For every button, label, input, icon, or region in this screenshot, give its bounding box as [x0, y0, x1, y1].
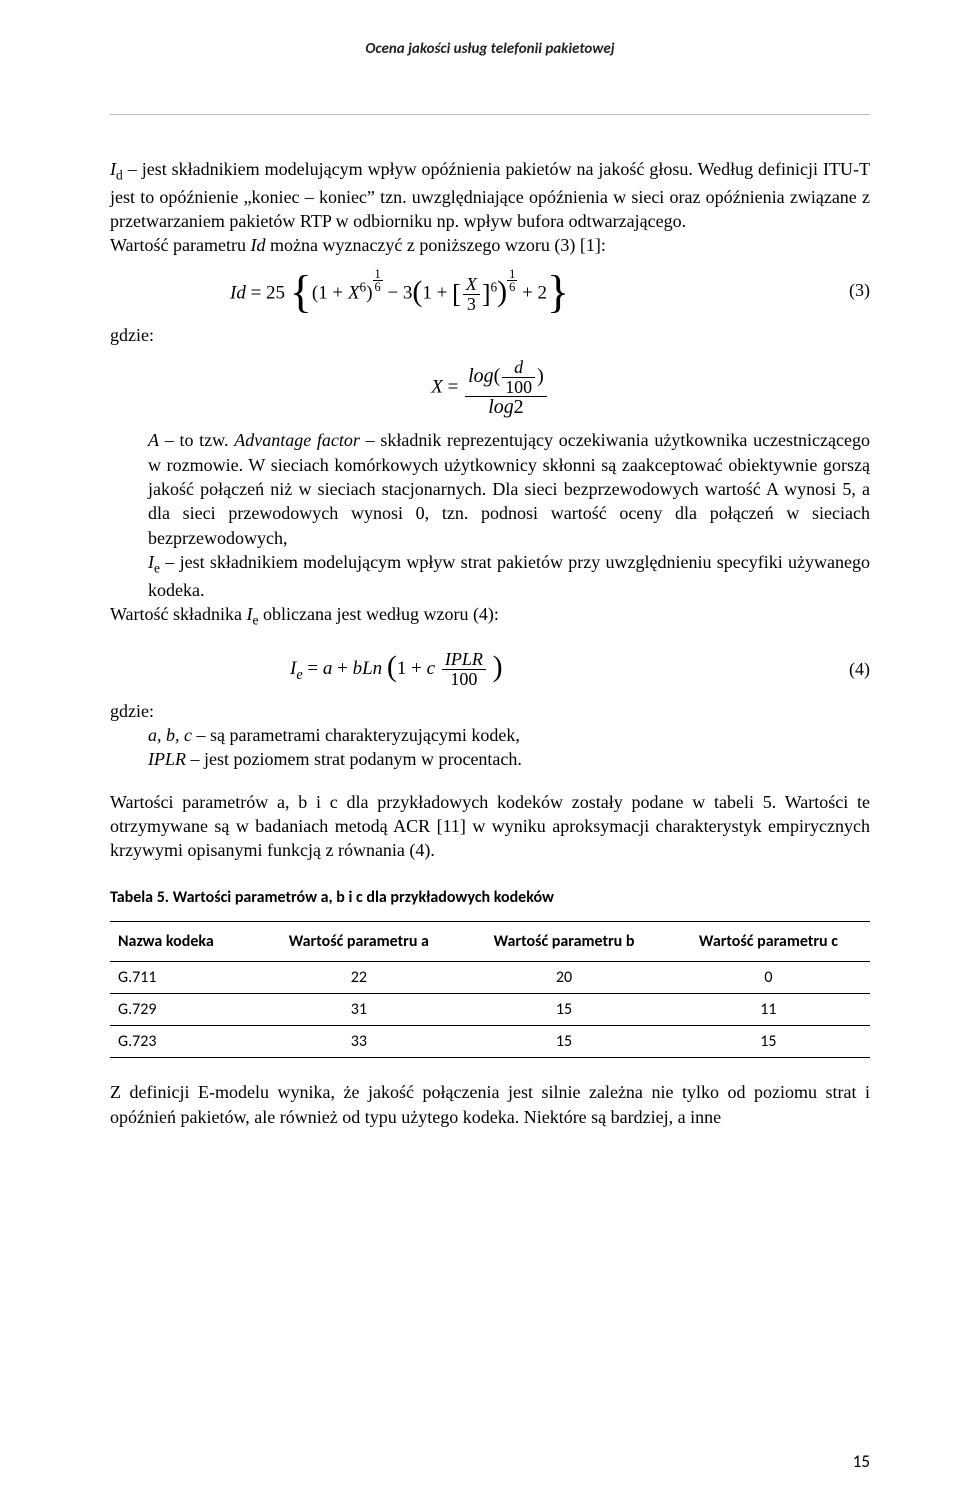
paragraph-table-intro: Wartości parametrów a, b i c dla przykła…	[110, 790, 870, 863]
table-row: G.723 33 15 15	[110, 1026, 870, 1058]
col-param-b: Wartość parametru b	[461, 922, 667, 962]
where-label-2: gdzie:	[110, 699, 870, 723]
paragraph-id-definition: Id – jest składnikiem modelującym wpływ …	[110, 157, 870, 233]
equation-3-number: (3)	[839, 280, 870, 301]
page-number: 15	[853, 1451, 870, 1472]
where-label-1: gdzie:	[110, 323, 870, 347]
codec-table: Nazwa kodeka Wartość parametru a Wartość…	[110, 921, 870, 1058]
table-row: G.729 31 15 11	[110, 994, 870, 1026]
paragraph-id-formula-intro: Wartość parametru Id można wyznaczyć z p…	[110, 233, 870, 257]
equation-3: Id = 25 {(1 + X6)16 − 3(1 + [X3]6)16 + 2…	[110, 268, 870, 314]
col-codec-name: Nazwa kodeka	[110, 922, 256, 962]
page: Ocena jakości usług telefonii pakietowej…	[0, 0, 960, 1500]
col-param-c: Wartość parametru c	[667, 922, 870, 962]
paragraph-ie-formula-intro: Wartość składnika Ie obliczana jest wedł…	[110, 602, 870, 630]
equation-4-number: (4)	[839, 659, 870, 680]
paragraph-conclusion: Z definicji E-modelu wynika, że jakość p…	[110, 1080, 870, 1129]
table-header-row: Nazwa kodeka Wartość parametru a Wartość…	[110, 922, 870, 962]
table-caption: Tabela 5. Wartości parametrów a, b i c d…	[110, 888, 870, 907]
equation-4: Ie = a + bLn (1 + c IPLR100 ) (4)	[110, 650, 870, 689]
equation-x: X = log(d100) log2	[110, 358, 870, 419]
definition-ie: Ie – jest składnikiem modelującym wpływ …	[148, 550, 870, 602]
table-row: G.711 22 20 0	[110, 962, 870, 994]
definition-advantage-factor: A – to tzw. Advantage factor – składnik …	[110, 428, 870, 602]
col-param-a: Wartość parametru a	[256, 922, 461, 962]
definitions-abc-iplr: a, b, c – są parametrami charakteryzując…	[110, 723, 870, 772]
running-header: Ocena jakości usług telefonii pakietowej	[110, 40, 870, 64]
